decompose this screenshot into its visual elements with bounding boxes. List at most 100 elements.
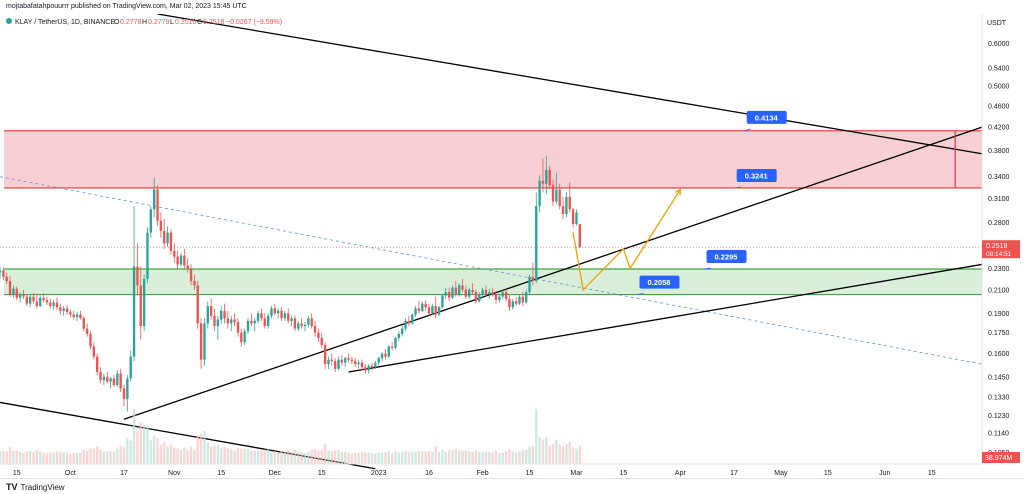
volume-bar: [65, 452, 69, 464]
volume-bar: [280, 450, 283, 464]
candle-body: [283, 313, 287, 319]
candle-body: [246, 320, 250, 332]
price-chart[interactable]: 0.4134 0.3241 0.2295 0.2058 KLAY / TetherUS…: [0, 14, 1024, 478]
volume-bar: [568, 441, 571, 464]
candle: [176, 250, 179, 269]
candle: [230, 315, 233, 332]
trendlines-layer: [0, 14, 983, 470]
candle-body: [303, 324, 307, 327]
candle-body: [313, 326, 317, 333]
candle-body: [126, 378, 129, 399]
candle: [280, 307, 283, 321]
volume-bar: [216, 445, 220, 464]
candle-body: [203, 323, 206, 360]
candle-body: [414, 308, 417, 315]
volume-bar: [266, 449, 270, 464]
volume-bar: [2, 451, 5, 464]
time-tick-label: 15: [318, 470, 326, 477]
candle-body: [75, 314, 79, 318]
volume-bar: [206, 442, 209, 464]
candle-body: [357, 362, 360, 365]
volume-bar: [96, 446, 99, 464]
candle: [62, 306, 65, 316]
volume-bar: [156, 437, 159, 464]
volume-bar: [421, 451, 424, 464]
candle-body: [28, 296, 32, 304]
price-tick-label: 0.5400: [988, 66, 1010, 73]
candle-body: [555, 189, 558, 202]
candle-body: [2, 270, 5, 277]
volume-bar: [0, 450, 2, 464]
candle-body: [394, 338, 397, 348]
candle: [310, 313, 313, 329]
volume-bar: [484, 451, 488, 464]
candle: [106, 371, 109, 384]
candle: [387, 345, 390, 359]
volume-bar: [511, 451, 514, 464]
time-axis[interactable]: 15 Oct 17 Nov 15 Dec 15 2023 16 Feb 15 Mar 15 Apr 17 Ma…: [0, 463, 982, 477]
candle: [474, 289, 478, 304]
price-tick-label: 0.1230: [988, 413, 1010, 420]
candle: [253, 318, 256, 332]
candle-body: [501, 292, 504, 297]
candle: [112, 375, 116, 387]
candle: [494, 290, 498, 304]
callout-pointer: [637, 293, 644, 295]
candle: [498, 294, 501, 303]
volume-bar: [199, 433, 203, 464]
candle: [226, 310, 230, 329]
price-tick-label: 0.4200: [988, 125, 1010, 132]
volume-bar: [317, 450, 320, 464]
level-callout: 0.2058: [637, 275, 680, 295]
legend-high-value: 0.2779: [148, 19, 170, 26]
volume-bar: [323, 444, 327, 464]
candle-body: [340, 359, 344, 363]
candle: [283, 310, 287, 321]
volume-bar: [327, 451, 330, 464]
volume-bar: [32, 452, 35, 464]
volume-bar: [169, 444, 173, 464]
rising-support-steep-trendline: [123, 126, 983, 420]
symbol-icon: [6, 18, 12, 24]
candle: [290, 315, 293, 327]
time-tick-label: 15: [526, 470, 534, 477]
volume-bar: [457, 450, 461, 464]
candle-body: [504, 292, 508, 299]
price-tick-label: 0.3400: [988, 174, 1010, 181]
candle: [431, 303, 434, 315]
time-tick-label: Feb: [477, 470, 489, 477]
volume-bar: [571, 447, 575, 464]
volume-bar: [166, 446, 169, 464]
tradingview-brand[interactable]: TV TradingView: [6, 482, 65, 492]
candle-body: [42, 297, 45, 301]
volume-bar: [35, 450, 39, 464]
candle: [199, 318, 203, 369]
candle: [508, 295, 511, 311]
candle-body: [511, 301, 514, 308]
price-axis[interactable]: USDT 0.6000 0.5400 0.5000 0.4600 0.4200 0.380…: [981, 14, 1020, 464]
volume-bar: [548, 445, 551, 464]
volume-bar: [364, 452, 367, 464]
volume-bar: [504, 451, 508, 464]
candle: [0, 266, 2, 279]
candle-body: [236, 322, 240, 333]
candle: [320, 332, 323, 348]
candle: [206, 301, 209, 329]
candle: [340, 355, 344, 366]
candle-body: [568, 196, 571, 210]
candle-body: [277, 310, 280, 314]
volume-bar: [186, 450, 189, 464]
candle-body: [32, 296, 35, 302]
volume-bar: [531, 445, 535, 464]
candle-body: [15, 288, 18, 298]
volume-bar: [79, 452, 82, 464]
candle: [236, 318, 240, 337]
candle-body: [186, 265, 189, 269]
volume-bar: [347, 452, 350, 464]
candle: [417, 301, 421, 314]
candle: [297, 320, 300, 332]
legend-high-label: H: [142, 19, 147, 26]
candle: [69, 309, 72, 318]
candle-body: [444, 292, 447, 296]
price-tick-label: 0.1750: [988, 330, 1010, 337]
